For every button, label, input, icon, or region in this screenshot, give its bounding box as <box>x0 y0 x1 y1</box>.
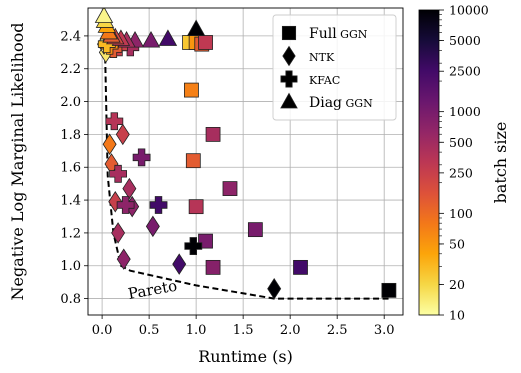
colorbar: 10 20 50 100 250 500 1000 2500 5000 10000 batch s… <box>418 3 510 323</box>
plot-frame <box>87 7 404 316</box>
ntk-point <box>172 253 187 275</box>
colorbar-tick-label: 10 <box>449 308 465 323</box>
y-tick-label: 2.0 <box>60 95 81 110</box>
kfac-point <box>149 196 168 214</box>
colorbar-tick-label: 20 <box>449 277 465 292</box>
full-ggn-point <box>247 222 263 238</box>
legend-marker-diag-ggn <box>280 92 298 109</box>
colorbar-tick-label: 10000 <box>449 3 489 18</box>
pareto-front <box>103 19 389 300</box>
x-axis-label: Runtime (s) <box>198 347 293 366</box>
full-ggn-point <box>222 181 238 196</box>
ntk-point <box>116 248 131 270</box>
legend-label: Diag GGN <box>309 95 373 111</box>
y-tick-label: 2.4 <box>60 29 81 44</box>
x-tick-label: 0.0 <box>92 323 113 338</box>
kfac-point <box>109 164 127 183</box>
colorbar-tick-label: 100 <box>449 206 473 221</box>
legend-box <box>272 14 397 121</box>
full-ggn-point <box>293 259 308 275</box>
x-tick-label: 2.5 <box>327 323 348 338</box>
full-ggn-point <box>205 127 221 142</box>
colorbar-tick-label: 500 <box>449 135 473 150</box>
legend: Full GGN NTK KFAC Diag GGN <box>272 14 397 121</box>
x-tick-label: 3.0 <box>374 323 395 338</box>
y-tick-label: 1.2 <box>60 226 81 241</box>
ntk-point <box>102 133 117 155</box>
legend-marker-full-ggn <box>281 25 297 41</box>
ntk-point <box>115 123 130 146</box>
full-ggn-point <box>188 199 204 215</box>
pareto-label: Pareto <box>127 277 179 303</box>
ntk-point <box>122 177 137 200</box>
full-ggn-point <box>381 282 397 298</box>
x-tick-label: 1.0 <box>186 323 207 338</box>
y-tick-label: 1.0 <box>60 259 81 274</box>
kfac-point <box>184 237 203 255</box>
legend-marker-ntk <box>282 45 296 67</box>
x-axis-ticks: 0.0 0.5 1.0 1.5 2.0 2.5 3.0 <box>92 315 395 338</box>
diag-ggn-point <box>94 8 114 23</box>
colorbar-tick-label: 2500 <box>449 64 481 79</box>
pareto-line <box>103 19 389 300</box>
colorbar-label: batch size <box>491 122 510 204</box>
full-ggn-point <box>185 153 201 169</box>
colorbar-tick-label: 1000 <box>449 104 481 119</box>
x-tick-label: 2.0 <box>280 323 301 338</box>
diag-ggn-point <box>141 31 161 48</box>
kfac-point <box>116 196 135 214</box>
diag-ggn-point <box>186 19 206 37</box>
kfac-point <box>132 148 151 167</box>
y-axis-label: Negative Log Marginal Likelihood <box>8 23 27 301</box>
y-tick-label: 1.8 <box>60 128 81 143</box>
colorbar-gradient <box>418 9 440 316</box>
colorbar-tick-label: 250 <box>449 165 473 180</box>
legend-label: Full GGN <box>309 26 368 42</box>
x-tick-label: 0.5 <box>139 323 160 338</box>
legend-label: KFAC <box>309 74 340 87</box>
full-ggn-point <box>198 35 213 50</box>
colorbar-tick-label: 50 <box>449 236 465 251</box>
x-tick-label: 1.5 <box>233 323 254 338</box>
full-ggn-point <box>184 82 199 98</box>
ntk-point <box>111 222 126 244</box>
data-points <box>94 8 397 300</box>
y-axis-ticks: 0.8 1.0 1.2 1.4 1.6 1.8 2.0 2.2 2.4 <box>60 29 88 307</box>
y-tick-label: 1.6 <box>60 161 81 176</box>
ntk-point <box>145 215 160 238</box>
y-tick-label: 1.4 <box>60 194 81 209</box>
y-tick-label: 2.2 <box>60 62 81 77</box>
legend-label: NTK <box>309 51 335 64</box>
y-tick-label: 0.8 <box>60 292 81 307</box>
diag-ggn-point <box>158 29 178 46</box>
kfac-point <box>105 112 124 131</box>
legend-marker-kfac <box>280 70 298 88</box>
ntk-point <box>267 277 282 300</box>
full-ggn-point <box>205 259 221 275</box>
colorbar-tick-label: 5000 <box>449 33 481 48</box>
